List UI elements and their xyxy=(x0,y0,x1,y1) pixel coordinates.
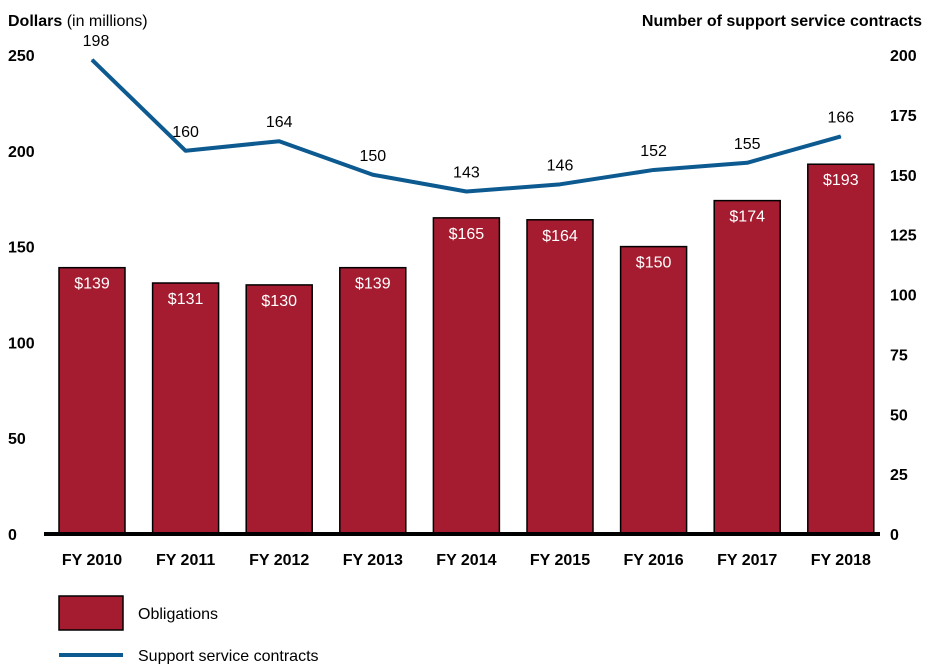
right-tick-label-3: 75 xyxy=(890,347,908,364)
line-point-5 xyxy=(559,183,561,185)
bar-label-5: $164 xyxy=(542,228,578,245)
line-label-4: 143 xyxy=(453,165,480,182)
line-label-5: 146 xyxy=(547,157,574,174)
line-point-8 xyxy=(840,135,842,137)
x-tick-label-1: FY 2011 xyxy=(156,552,215,569)
bar-label-0: $139 xyxy=(74,276,110,293)
right-tick-label-8: 200 xyxy=(890,48,917,65)
line-point-3 xyxy=(372,174,374,176)
right-axis: 0 25 50 75 100 125 150 175 200 xyxy=(890,48,917,544)
right-tick-label-2: 50 xyxy=(890,407,908,424)
x-tick-label-6: FY 2016 xyxy=(623,552,683,569)
left-axis-title: Dollars (in millions) xyxy=(8,13,148,30)
x-tick-label-2: FY 2012 xyxy=(249,552,309,569)
line-label-3: 150 xyxy=(359,148,386,165)
x-axis: FY 2010 FY 2011 FY 2012 FY 2013 FY 2014 FY 20… xyxy=(62,552,871,569)
bar-6 xyxy=(619,245,688,535)
support-contracts-line: 198 160 164 150 143 146 152 155 166 xyxy=(83,33,854,194)
left-tick-label-4: 200 xyxy=(8,144,35,161)
left-axis-title-rest: (in millions) xyxy=(62,13,147,30)
bar-label-1: $131 xyxy=(168,291,204,308)
line-label-6: 152 xyxy=(640,143,667,160)
x-tick-label-3: FY 2013 xyxy=(343,552,403,569)
line-point-4 xyxy=(465,191,467,193)
line-point-2 xyxy=(278,140,280,142)
left-tick-label-5: 250 xyxy=(8,48,35,65)
line-label-8: 166 xyxy=(827,109,854,126)
line-label-0: 198 xyxy=(83,33,110,50)
line-label-2: 164 xyxy=(266,114,293,131)
bar-8 xyxy=(807,163,875,535)
bar-7 xyxy=(713,199,781,535)
left-axis-title-bold: Dollars xyxy=(8,13,62,30)
bar-label-3: $139 xyxy=(355,276,391,293)
right-tick-label-1: 25 xyxy=(890,467,908,484)
bar-label-2: $130 xyxy=(261,293,297,310)
left-axis: 0 50 100 150 200 250 xyxy=(8,48,35,544)
right-tick-label-6: 150 xyxy=(890,168,917,185)
x-tick-label-0: FY 2010 xyxy=(62,552,122,569)
legend: Obligations Support service contracts xyxy=(58,595,319,664)
left-tick-label-2: 100 xyxy=(8,335,35,352)
right-tick-label-4: 100 xyxy=(890,288,917,305)
right-tick-label-5: 125 xyxy=(890,228,917,245)
x-tick-label-7: FY 2017 xyxy=(717,552,777,569)
line-label-7: 155 xyxy=(734,136,761,153)
line-label-1: 160 xyxy=(172,124,199,141)
right-axis-title: Number of support service contracts xyxy=(642,13,922,30)
line-point-1 xyxy=(185,150,187,152)
left-tick-label-0: 0 xyxy=(8,527,17,544)
legend-swatch-obligations xyxy=(58,595,124,631)
bar-0 xyxy=(58,266,126,535)
left-tick-label-3: 150 xyxy=(8,240,35,257)
x-tick-label-4: FY 2014 xyxy=(436,552,496,569)
x-tick-label-8: FY 2018 xyxy=(811,552,871,569)
bar-1 xyxy=(151,282,220,535)
bar-3 xyxy=(339,266,407,535)
legend-label-obligations: Obligations xyxy=(138,606,218,623)
line-point-7 xyxy=(746,162,748,164)
left-tick-label-1: 50 xyxy=(8,431,26,448)
bar-label-8: $193 xyxy=(823,172,859,189)
bar-label-4: $165 xyxy=(449,226,485,243)
line-point-0 xyxy=(91,59,93,61)
bar-label-7: $174 xyxy=(729,209,765,226)
bar-5 xyxy=(526,219,594,535)
right-tick-label-7: 175 xyxy=(890,108,917,125)
legend-label-support-contracts: Support service contracts xyxy=(138,648,319,664)
bar-2 xyxy=(245,284,313,535)
line-point-6 xyxy=(653,169,655,171)
bar-4 xyxy=(432,217,501,535)
right-tick-label-0: 0 xyxy=(890,527,899,544)
x-tick-label-5: FY 2015 xyxy=(530,552,590,569)
obligations-bars: $139 $131 $130 $139 $165 $164 $150 $174 $193 xyxy=(58,163,875,535)
bar-label-6: $150 xyxy=(636,255,672,272)
